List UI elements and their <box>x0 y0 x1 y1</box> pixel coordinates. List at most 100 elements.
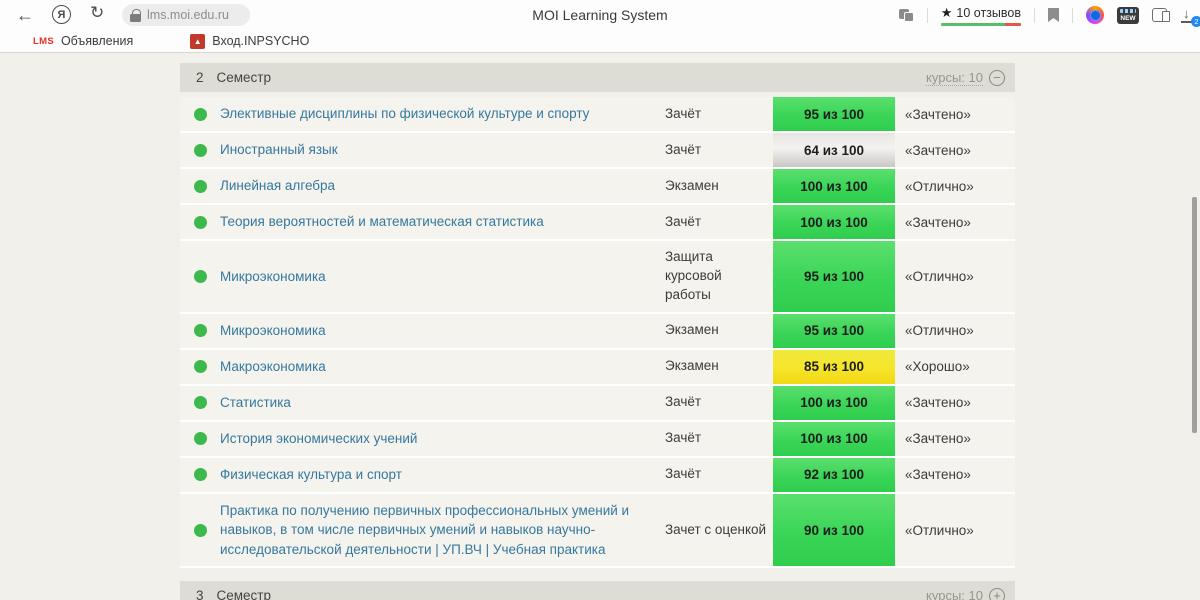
table-row: Статистика Зачёт 100 из 100 «Зачтено» <box>180 385 1015 422</box>
semester-2-header: 2 Семестр курсы: 10 − <box>180 63 1015 92</box>
status-cell <box>180 133 220 167</box>
exam-type-label: Экзамен <box>665 358 719 374</box>
course-link[interactable]: Микроэкономика <box>220 322 326 338</box>
status-cell <box>180 97 220 131</box>
star-icon: ★ <box>940 4 953 20</box>
grade-label: «Зачтено» <box>905 142 971 158</box>
status-dot-icon <box>193 432 207 446</box>
status-dot-icon <box>193 468 207 482</box>
course-name-cell: Практика по получению первичных професси… <box>220 494 665 567</box>
status-cell <box>180 494 220 567</box>
course-link[interactable]: Микроэкономика <box>220 268 326 284</box>
toolbar-divider <box>1072 7 1073 23</box>
status-cell <box>180 458 220 492</box>
inpsycho-favicon: ▲ <box>190 33 206 49</box>
downloads-button[interactable]: ↓ 2 <box>1180 6 1200 27</box>
url-text: lms.moi.edu.ru <box>147 8 229 22</box>
exam-type-label: Зачёт <box>665 466 702 482</box>
address-bar[interactable]: lms.moi.edu.ru <box>122 4 250 26</box>
collections-icon[interactable] <box>1152 8 1170 22</box>
table-row: Теория вероятностей и математическая ста… <box>180 205 1015 241</box>
site-rating-button[interactable]: ★ 10 отзывов <box>940 4 1021 26</box>
status-cell <box>180 205 220 239</box>
extension-orb-icon[interactable] <box>1086 6 1104 24</box>
bookmark-label: Вход.INPSYCHO <box>212 34 310 48</box>
status-dot-icon <box>193 143 207 157</box>
back-icon[interactable]: ← <box>16 5 34 25</box>
rating-bar <box>940 22 1021 26</box>
status-cell <box>180 422 220 456</box>
grade-label: «Отлично» <box>905 178 974 194</box>
status-cell <box>180 350 220 384</box>
site-widgets-icon[interactable] <box>898 8 914 22</box>
course-link[interactable]: Физическая культура и спорт <box>220 466 402 482</box>
download-arrow-icon: ↓ <box>1183 6 1190 21</box>
score-badge: 64 из 100 <box>773 133 895 167</box>
score-badge: 100 из 100 <box>773 169 895 203</box>
table-row: Микроэкономика Экзамен 95 из 100 «Отличн… <box>180 313 1015 350</box>
table-row: Линейная алгебра Экзамен 100 из 100 «Отл… <box>180 169 1015 205</box>
courses-count-link[interactable]: курсы: 10 <box>926 69 983 86</box>
status-cell <box>180 386 220 420</box>
exam-type-label: Зачёт <box>665 213 702 229</box>
semester-course-table: 2 Семестр курсы: 10 − Элективные дисципл… <box>180 63 1015 600</box>
bookmark-item-announcements[interactable]: LMS Объявления <box>33 34 133 48</box>
semester-number: 3 <box>196 588 204 600</box>
table-row: Иностранный язык Зачёт 64 из 100 «Зачтен… <box>180 133 1015 169</box>
rating-count-label: 10 отзывов <box>956 5 1021 20</box>
toolbar-right-cluster: ★ 10 отзывов NEW ↓ 2 <box>898 0 1200 30</box>
exam-type-label: Экзамен <box>665 322 719 338</box>
course-link[interactable]: Теория вероятностей и математическая ста… <box>220 214 544 230</box>
status-dot-icon <box>193 215 207 229</box>
grade-label: «Зачтено» <box>905 395 971 411</box>
table-row: Микроэкономика Защита курсовой работы 95… <box>180 241 1015 314</box>
browser-toolbar: ← Я ↻ lms.moi.edu.ru MOI Learning System… <box>0 0 1200 30</box>
course-link[interactable]: Иностранный язык <box>220 142 338 158</box>
grade-label: «Зачтено» <box>905 106 971 122</box>
grade-label: «Зачтено» <box>905 431 971 447</box>
status-dot-icon <box>193 396 207 410</box>
exam-type-label: Зачёт <box>665 141 702 157</box>
course-name-cell: История экономических учений <box>220 422 665 456</box>
semester-word: Семестр <box>216 70 272 85</box>
score-badge: 90 из 100 <box>773 493 895 567</box>
download-base <box>1181 21 1194 23</box>
score-badge: 85 из 100 <box>773 349 895 384</box>
status-dot-icon <box>193 269 207 283</box>
grade-label: «Отлично» <box>905 323 974 339</box>
collapse-icon[interactable]: − <box>989 69 1005 86</box>
reload-icon[interactable]: ↻ <box>90 3 105 22</box>
score-badge: 100 из 100 <box>773 421 895 456</box>
bookmark-item-inpsycho[interactable]: ▲ Вход.INPSYCHO <box>190 33 310 49</box>
vertical-scrollbar[interactable] <box>1192 197 1197 433</box>
table-row: Физическая культура и спорт Зачёт 92 из … <box>180 457 1015 494</box>
score-badge: 95 из 100 <box>773 313 895 348</box>
course-link[interactable]: Статистика <box>220 394 291 410</box>
expand-icon[interactable]: + <box>989 587 1005 600</box>
course-name-cell: Иностранный язык <box>220 133 665 167</box>
course-link[interactable]: Линейная алгебра <box>220 178 336 194</box>
grade-label: «Зачтено» <box>905 467 971 483</box>
grade-label: «Отлично» <box>905 268 974 284</box>
lock-icon <box>130 8 142 22</box>
bookmark-icon[interactable] <box>1048 8 1059 22</box>
course-link[interactable]: История экономических учений <box>220 430 418 446</box>
page-content: 2 Семестр курсы: 10 − Элективные дисципл… <box>0 54 1200 600</box>
course-link[interactable]: Элективные дисциплины по физической куль… <box>220 106 590 122</box>
course-name-cell: Теория вероятностей и математическая ста… <box>220 205 665 239</box>
semester-number: 2 <box>196 70 204 85</box>
score-badge: 92 из 100 <box>773 457 895 492</box>
course-link[interactable]: Практика по получению первичных професси… <box>220 502 630 557</box>
download-count-badge: 2 <box>1191 16 1200 27</box>
course-name-cell: Микроэкономика <box>220 241 665 312</box>
table-row: Макроэкономика Экзамен 85 из 100 «Хорошо… <box>180 349 1015 386</box>
exam-type-label: Защита курсовой работы <box>665 249 722 302</box>
status-dot-icon <box>193 107 207 121</box>
status-dot-icon <box>193 523 207 537</box>
course-link[interactable]: Макроэкономика <box>220 358 326 374</box>
semester-word: Семестр <box>216 588 272 600</box>
yandex-browser-icon[interactable]: Я <box>52 5 71 24</box>
new-extension-icon[interactable]: NEW <box>1117 6 1139 24</box>
courses-count-link[interactable]: курсы: 10 <box>926 588 983 600</box>
